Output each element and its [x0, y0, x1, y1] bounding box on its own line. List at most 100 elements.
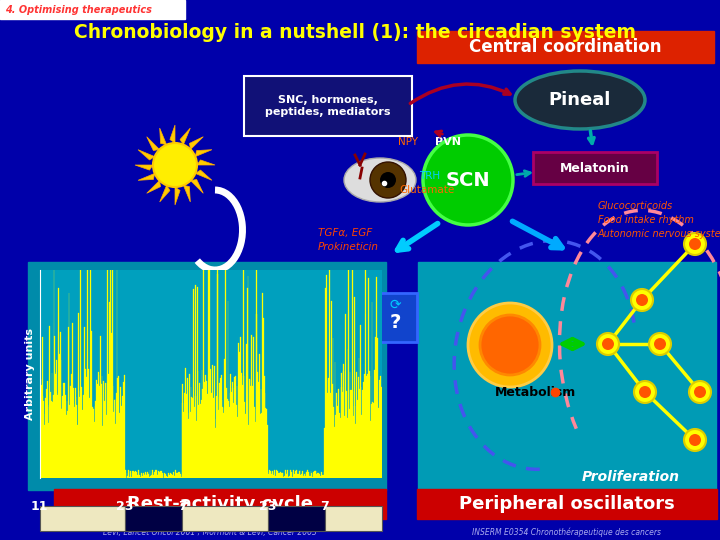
Bar	[237, 386, 238, 478]
Bar	[81, 387, 82, 478]
Bar	[259, 354, 260, 478]
Bar	[281, 473, 282, 478]
Circle shape	[602, 338, 614, 350]
Bar	[281, 474, 282, 478]
Bar	[102, 427, 103, 478]
Bar	[341, 387, 342, 478]
Bar	[127, 472, 128, 478]
Bar	[135, 471, 136, 478]
Bar	[296, 470, 297, 478]
Bar	[124, 375, 125, 478]
Bar	[140, 475, 141, 478]
Bar	[90, 270, 91, 478]
Bar	[231, 392, 232, 478]
Bar	[147, 472, 148, 478]
Bar	[144, 475, 145, 478]
Bar	[263, 379, 264, 478]
Bar	[154, 472, 155, 478]
Bar	[170, 473, 171, 478]
Bar	[362, 390, 363, 478]
Bar	[69, 405, 70, 478]
Bar	[246, 343, 247, 478]
Bar	[139, 475, 140, 478]
Bar	[199, 413, 200, 478]
Bar	[188, 418, 189, 478]
Bar	[238, 343, 239, 478]
FancyBboxPatch shape	[28, 262, 386, 490]
FancyBboxPatch shape	[417, 31, 714, 63]
Bar	[287, 470, 288, 478]
Bar	[327, 393, 328, 478]
Bar	[134, 472, 135, 478]
Bar	[359, 389, 360, 478]
Bar	[277, 471, 278, 478]
Bar	[129, 477, 130, 478]
Bar	[82, 410, 84, 478]
Text: INSERM E0354 Chronothérapeutique des cancers: INSERM E0354 Chronothérapeutique des can…	[472, 527, 662, 537]
Bar	[53, 270, 55, 478]
Bar	[313, 472, 314, 478]
Bar	[245, 414, 246, 478]
Bar	[260, 414, 261, 478]
Bar	[253, 336, 254, 478]
Bar	[141, 473, 142, 478]
Bar	[325, 505, 382, 531]
Bar	[96, 380, 97, 478]
Bar	[88, 369, 89, 478]
Bar	[45, 398, 46, 478]
Text: ⟳: ⟳	[390, 298, 401, 312]
Bar	[136, 472, 137, 478]
Bar	[167, 477, 168, 478]
Bar	[110, 395, 112, 478]
Bar	[184, 423, 185, 478]
Bar	[117, 378, 118, 478]
Bar	[172, 475, 173, 478]
Polygon shape	[195, 170, 212, 180]
Bar	[193, 289, 194, 478]
Bar	[109, 302, 110, 478]
Bar	[332, 384, 333, 478]
Bar	[171, 474, 172, 478]
Bar	[48, 422, 49, 478]
Bar	[87, 270, 88, 478]
FancyBboxPatch shape	[417, 489, 717, 519]
Bar	[153, 475, 154, 478]
Bar	[111, 333, 112, 478]
Bar	[252, 422, 253, 478]
Bar	[268, 474, 269, 478]
Bar	[164, 472, 165, 478]
Bar	[299, 471, 300, 478]
Bar	[326, 275, 327, 478]
Bar	[124, 382, 125, 478]
Bar	[377, 338, 378, 478]
Bar	[103, 381, 104, 478]
Bar	[182, 505, 268, 531]
Bar	[303, 476, 304, 478]
Bar	[92, 407, 93, 478]
Bar	[65, 408, 66, 478]
Bar	[120, 387, 121, 478]
Bar	[352, 270, 354, 478]
Circle shape	[649, 333, 671, 355]
Bar	[73, 403, 74, 478]
Bar	[247, 287, 248, 478]
Bar	[214, 366, 215, 478]
Bar	[368, 278, 369, 478]
Bar	[357, 400, 358, 478]
Bar	[297, 476, 298, 478]
Bar	[310, 471, 312, 478]
Bar	[125, 470, 126, 478]
Bar	[338, 421, 340, 478]
Bar	[109, 270, 111, 478]
Bar	[345, 314, 346, 478]
Text: Chronobiology in a nutshell (1): the circadian system: Chronobiology in a nutshell (1): the cir…	[74, 23, 636, 42]
Bar	[53, 395, 54, 478]
Bar	[302, 475, 303, 478]
Bar	[234, 377, 235, 478]
FancyBboxPatch shape	[533, 152, 657, 184]
Bar	[104, 401, 105, 478]
Polygon shape	[160, 185, 170, 202]
Bar	[198, 406, 199, 478]
Bar	[161, 471, 162, 478]
Bar	[283, 477, 284, 478]
